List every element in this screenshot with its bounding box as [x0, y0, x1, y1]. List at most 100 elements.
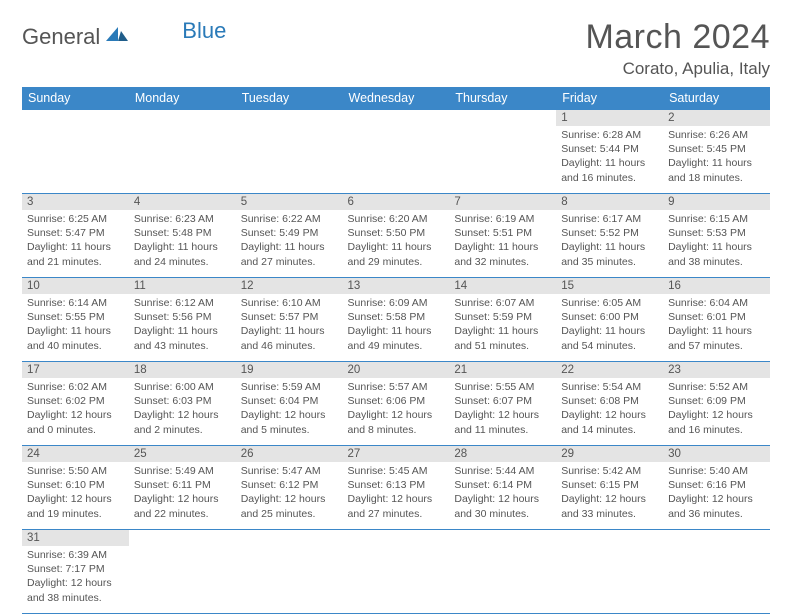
weekday-header: Sunday — [22, 87, 129, 110]
day-content: Sunrise: 6:22 AMSunset: 5:49 PMDaylight:… — [236, 210, 343, 273]
calendar-cell: 16Sunrise: 6:04 AMSunset: 6:01 PMDayligh… — [663, 278, 770, 362]
calendar-cell: 11Sunrise: 6:12 AMSunset: 5:56 PMDayligh… — [129, 278, 236, 362]
calendar-cell: 13Sunrise: 6:09 AMSunset: 5:58 PMDayligh… — [343, 278, 450, 362]
logo: General Blue — [22, 18, 226, 50]
calendar-row: 17Sunrise: 6:02 AMSunset: 6:02 PMDayligh… — [22, 362, 770, 446]
calendar-cell: 21Sunrise: 5:55 AMSunset: 6:07 PMDayligh… — [449, 362, 556, 446]
day-content: Sunrise: 5:45 AMSunset: 6:13 PMDaylight:… — [343, 462, 450, 525]
calendar-cell: 7Sunrise: 6:19 AMSunset: 5:51 PMDaylight… — [449, 194, 556, 278]
day-number: 9 — [663, 194, 770, 210]
calendar-cell: 12Sunrise: 6:10 AMSunset: 5:57 PMDayligh… — [236, 278, 343, 362]
calendar-row: 24Sunrise: 5:50 AMSunset: 6:10 PMDayligh… — [22, 446, 770, 530]
day-number: 24 — [22, 446, 129, 462]
day-number: 6 — [343, 194, 450, 210]
day-content: Sunrise: 5:55 AMSunset: 6:07 PMDaylight:… — [449, 378, 556, 441]
day-content: Sunrise: 6:04 AMSunset: 6:01 PMDaylight:… — [663, 294, 770, 357]
day-number: 28 — [449, 446, 556, 462]
day-content: Sunrise: 6:05 AMSunset: 6:00 PMDaylight:… — [556, 294, 663, 357]
flag-icon — [104, 25, 130, 50]
day-number: 22 — [556, 362, 663, 378]
calendar-cell: 6Sunrise: 6:20 AMSunset: 5:50 PMDaylight… — [343, 194, 450, 278]
day-content: Sunrise: 5:54 AMSunset: 6:08 PMDaylight:… — [556, 378, 663, 441]
weekday-header-row: SundayMondayTuesdayWednesdayThursdayFrid… — [22, 87, 770, 110]
day-content: Sunrise: 6:14 AMSunset: 5:55 PMDaylight:… — [22, 294, 129, 357]
calendar-body: 1Sunrise: 6:28 AMSunset: 5:44 PMDaylight… — [22, 110, 770, 614]
calendar-cell: 24Sunrise: 5:50 AMSunset: 6:10 PMDayligh… — [22, 446, 129, 530]
calendar-row: 1Sunrise: 6:28 AMSunset: 5:44 PMDaylight… — [22, 110, 770, 194]
calendar-cell: 15Sunrise: 6:05 AMSunset: 6:00 PMDayligh… — [556, 278, 663, 362]
day-number: 26 — [236, 446, 343, 462]
day-number: 27 — [343, 446, 450, 462]
day-content: Sunrise: 5:44 AMSunset: 6:14 PMDaylight:… — [449, 462, 556, 525]
calendar-cell: 23Sunrise: 5:52 AMSunset: 6:09 PMDayligh… — [663, 362, 770, 446]
weekday-header: Thursday — [449, 87, 556, 110]
calendar-cell: 17Sunrise: 6:02 AMSunset: 6:02 PMDayligh… — [22, 362, 129, 446]
weekday-header: Friday — [556, 87, 663, 110]
calendar-cell — [236, 110, 343, 194]
calendar-cell: 28Sunrise: 5:44 AMSunset: 6:14 PMDayligh… — [449, 446, 556, 530]
calendar-row: 3Sunrise: 6:25 AMSunset: 5:47 PMDaylight… — [22, 194, 770, 278]
calendar-cell — [449, 110, 556, 194]
page-title: March 2024 — [585, 18, 770, 57]
day-content: Sunrise: 6:26 AMSunset: 5:45 PMDaylight:… — [663, 126, 770, 189]
calendar-cell: 8Sunrise: 6:17 AMSunset: 5:52 PMDaylight… — [556, 194, 663, 278]
calendar-cell: 18Sunrise: 6:00 AMSunset: 6:03 PMDayligh… — [129, 362, 236, 446]
calendar-cell: 14Sunrise: 6:07 AMSunset: 5:59 PMDayligh… — [449, 278, 556, 362]
day-content: Sunrise: 5:49 AMSunset: 6:11 PMDaylight:… — [129, 462, 236, 525]
logo-text-general: General — [22, 24, 100, 50]
day-content: Sunrise: 6:39 AMSunset: 7:17 PMDaylight:… — [22, 546, 129, 609]
day-number: 18 — [129, 362, 236, 378]
day-content: Sunrise: 6:25 AMSunset: 5:47 PMDaylight:… — [22, 210, 129, 273]
day-content: Sunrise: 5:57 AMSunset: 6:06 PMDaylight:… — [343, 378, 450, 441]
calendar-cell: 25Sunrise: 5:49 AMSunset: 6:11 PMDayligh… — [129, 446, 236, 530]
day-number: 16 — [663, 278, 770, 294]
day-number: 23 — [663, 362, 770, 378]
calendar-cell: 4Sunrise: 6:23 AMSunset: 5:48 PMDaylight… — [129, 194, 236, 278]
day-content: Sunrise: 6:09 AMSunset: 5:58 PMDaylight:… — [343, 294, 450, 357]
calendar-table: SundayMondayTuesdayWednesdayThursdayFrid… — [22, 87, 770, 614]
day-number: 13 — [343, 278, 450, 294]
day-number: 4 — [129, 194, 236, 210]
day-number: 19 — [236, 362, 343, 378]
day-number: 5 — [236, 194, 343, 210]
day-content: Sunrise: 6:12 AMSunset: 5:56 PMDaylight:… — [129, 294, 236, 357]
day-number: 31 — [22, 530, 129, 546]
day-content: Sunrise: 6:20 AMSunset: 5:50 PMDaylight:… — [343, 210, 450, 273]
day-number: 15 — [556, 278, 663, 294]
logo-text-blue: Blue — [182, 18, 226, 44]
calendar-cell: 29Sunrise: 5:42 AMSunset: 6:15 PMDayligh… — [556, 446, 663, 530]
day-number: 30 — [663, 446, 770, 462]
title-block: March 2024 Corato, Apulia, Italy — [585, 18, 770, 79]
day-content: Sunrise: 6:19 AMSunset: 5:51 PMDaylight:… — [449, 210, 556, 273]
calendar-cell: 26Sunrise: 5:47 AMSunset: 6:12 PMDayligh… — [236, 446, 343, 530]
calendar-cell — [663, 530, 770, 614]
calendar-cell: 30Sunrise: 5:40 AMSunset: 6:16 PMDayligh… — [663, 446, 770, 530]
day-number: 29 — [556, 446, 663, 462]
day-number: 20 — [343, 362, 450, 378]
day-content: Sunrise: 5:52 AMSunset: 6:09 PMDaylight:… — [663, 378, 770, 441]
day-number: 10 — [22, 278, 129, 294]
calendar-cell: 5Sunrise: 6:22 AMSunset: 5:49 PMDaylight… — [236, 194, 343, 278]
calendar-cell: 27Sunrise: 5:45 AMSunset: 6:13 PMDayligh… — [343, 446, 450, 530]
calendar-cell — [129, 110, 236, 194]
day-content: Sunrise: 6:00 AMSunset: 6:03 PMDaylight:… — [129, 378, 236, 441]
calendar-cell: 9Sunrise: 6:15 AMSunset: 5:53 PMDaylight… — [663, 194, 770, 278]
day-number: 8 — [556, 194, 663, 210]
day-content: Sunrise: 5:50 AMSunset: 6:10 PMDaylight:… — [22, 462, 129, 525]
day-content: Sunrise: 6:15 AMSunset: 5:53 PMDaylight:… — [663, 210, 770, 273]
calendar-cell: 10Sunrise: 6:14 AMSunset: 5:55 PMDayligh… — [22, 278, 129, 362]
day-number: 7 — [449, 194, 556, 210]
header: General Blue March 2024 Corato, Apulia, … — [22, 18, 770, 79]
calendar-cell: 2Sunrise: 6:26 AMSunset: 5:45 PMDaylight… — [663, 110, 770, 194]
day-number: 2 — [663, 110, 770, 126]
day-content: Sunrise: 6:02 AMSunset: 6:02 PMDaylight:… — [22, 378, 129, 441]
calendar-row: 10Sunrise: 6:14 AMSunset: 5:55 PMDayligh… — [22, 278, 770, 362]
calendar-cell — [343, 110, 450, 194]
calendar-cell: 20Sunrise: 5:57 AMSunset: 6:06 PMDayligh… — [343, 362, 450, 446]
calendar-cell: 19Sunrise: 5:59 AMSunset: 6:04 PMDayligh… — [236, 362, 343, 446]
day-content: Sunrise: 5:40 AMSunset: 6:16 PMDaylight:… — [663, 462, 770, 525]
day-number: 11 — [129, 278, 236, 294]
day-content: Sunrise: 6:17 AMSunset: 5:52 PMDaylight:… — [556, 210, 663, 273]
calendar-row: 31Sunrise: 6:39 AMSunset: 7:17 PMDayligh… — [22, 530, 770, 614]
day-content: Sunrise: 6:23 AMSunset: 5:48 PMDaylight:… — [129, 210, 236, 273]
